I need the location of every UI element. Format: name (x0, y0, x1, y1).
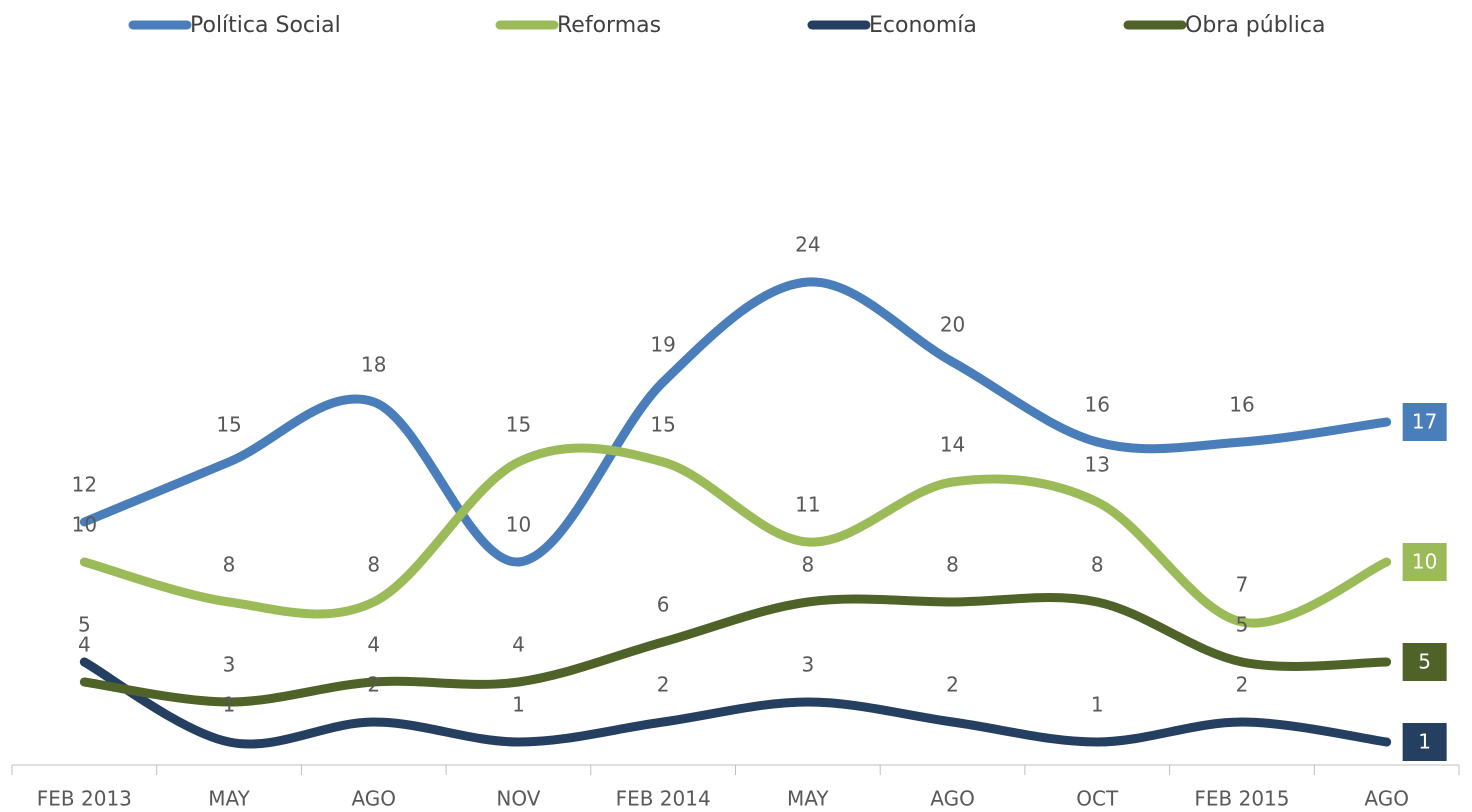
data-label: 4 (78, 633, 91, 657)
data-label: 8 (367, 553, 380, 577)
x-tick-label: AGO (351, 787, 396, 811)
data-label: 24 (795, 233, 820, 257)
data-label: 8 (1091, 553, 1104, 577)
end-label-box (1402, 543, 1447, 581)
data-label: 10 (72, 513, 97, 537)
data-label: 20 (940, 313, 965, 337)
data-label: 8 (946, 553, 959, 577)
data-label: 10 (506, 513, 531, 537)
data-label: 15 (506, 413, 531, 437)
x-tick-label: FEB 2013 (37, 787, 132, 811)
data-label: 16 (1229, 393, 1254, 417)
data-label: 18 (361, 353, 386, 377)
x-tick-label: NOV (496, 787, 540, 811)
data-label: 3 (801, 653, 814, 677)
data-label: 8 (223, 553, 236, 577)
legend-label: Reformas (557, 13, 661, 38)
data-label: 5 (1236, 613, 1249, 637)
data-label: 2 (1236, 673, 1249, 697)
x-tick-label: MAY (787, 787, 829, 811)
data-label: 11 (795, 493, 820, 517)
data-label: 5 (1418, 650, 1431, 674)
data-label: 6 (657, 593, 670, 617)
data-label: 12 (72, 473, 97, 497)
end-label-box (1402, 403, 1447, 441)
data-label: 2 (657, 673, 670, 697)
x-tick-label: MAY (208, 787, 250, 811)
x-tick-label: AGO (1364, 787, 1409, 811)
data-label: 16 (1085, 393, 1110, 417)
data-label: 3 (223, 653, 236, 677)
legend-label: Obra pública (1185, 13, 1325, 38)
x-tick-label: FEB 2015 (1194, 787, 1289, 811)
data-label: 2 (946, 673, 959, 697)
data-label: 1 (223, 693, 236, 717)
data-label: 1 (512, 693, 525, 717)
data-label: 10 (1412, 550, 1437, 574)
data-label: 1 (1091, 693, 1104, 717)
series-line (79, 443, 1392, 628)
data-label: 7 (1236, 573, 1249, 597)
data-label: 8 (801, 553, 814, 577)
x-tick-label: OCT (1076, 787, 1119, 811)
data-label: 14 (940, 433, 965, 457)
legend-label: Economía (869, 13, 977, 38)
data-label: 13 (1085, 453, 1110, 477)
data-label: 1 (1418, 730, 1431, 754)
data-label: 4 (367, 633, 380, 657)
series-line (79, 277, 1392, 567)
data-label: 17 (1412, 410, 1437, 434)
data-label: 19 (650, 333, 675, 357)
x-tick-label: AGO (930, 787, 975, 811)
series-line (79, 593, 1392, 707)
data-label: 15 (650, 413, 675, 437)
data-label: 2 (367, 673, 380, 697)
series-line (79, 657, 1392, 749)
legend-label: Política Social (190, 13, 341, 38)
x-tick-label: FEB 2014 (616, 787, 711, 811)
end-label-box (1402, 643, 1447, 681)
data-label: 5 (78, 613, 91, 637)
data-label: 15 (216, 413, 241, 437)
end-label-box (1402, 723, 1447, 761)
data-label: 4 (512, 633, 525, 657)
